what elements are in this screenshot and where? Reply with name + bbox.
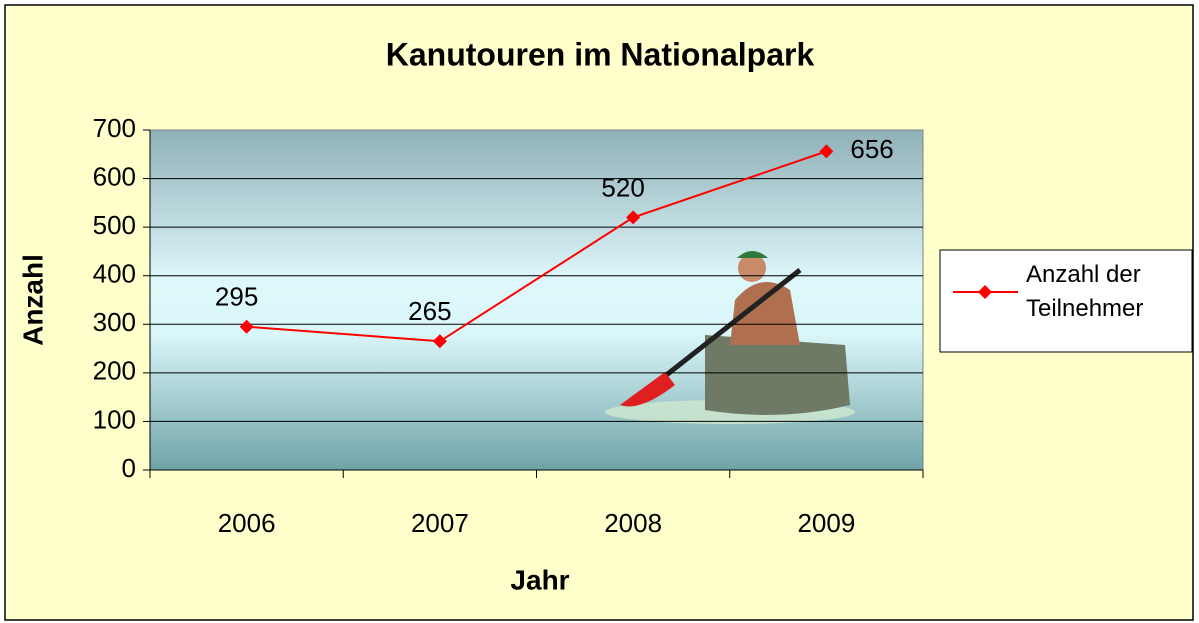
data-point xyxy=(819,144,834,159)
x-tick-label: 2008 xyxy=(604,508,662,538)
legend-box xyxy=(939,249,1193,353)
data-line xyxy=(246,150,827,343)
data-point xyxy=(626,210,641,225)
y-tick-label: 0 xyxy=(122,453,136,483)
y-tick-label: 100 xyxy=(93,404,136,434)
legend-label: Anzahl der Teilnehmer xyxy=(1026,261,1144,322)
x-tick-label: 2006 xyxy=(218,508,276,538)
data-point xyxy=(239,319,254,334)
canoe-decoration xyxy=(605,251,855,424)
data-point xyxy=(432,334,447,349)
y-tick-label: 700 xyxy=(93,113,136,143)
y-tick-label: 200 xyxy=(93,356,136,386)
y-tick-label: 400 xyxy=(93,259,136,289)
data-label: 295 xyxy=(215,282,258,312)
y-axis-label: Anzahl xyxy=(17,254,48,346)
data-label: 520 xyxy=(601,172,644,202)
y-tick-label: 300 xyxy=(93,307,136,337)
data-label: 265 xyxy=(408,296,451,326)
y-tick-label: 500 xyxy=(93,210,136,240)
x-tick-label: 2007 xyxy=(411,508,469,538)
x-tick-label: 2009 xyxy=(797,508,855,538)
data-label: 656 xyxy=(850,134,893,164)
x-axis-label: Jahr xyxy=(510,564,569,595)
legend-marker xyxy=(978,285,992,299)
y-tick-label: 600 xyxy=(93,161,136,191)
chart-title: Kanutouren im Nationalpark xyxy=(386,36,815,72)
